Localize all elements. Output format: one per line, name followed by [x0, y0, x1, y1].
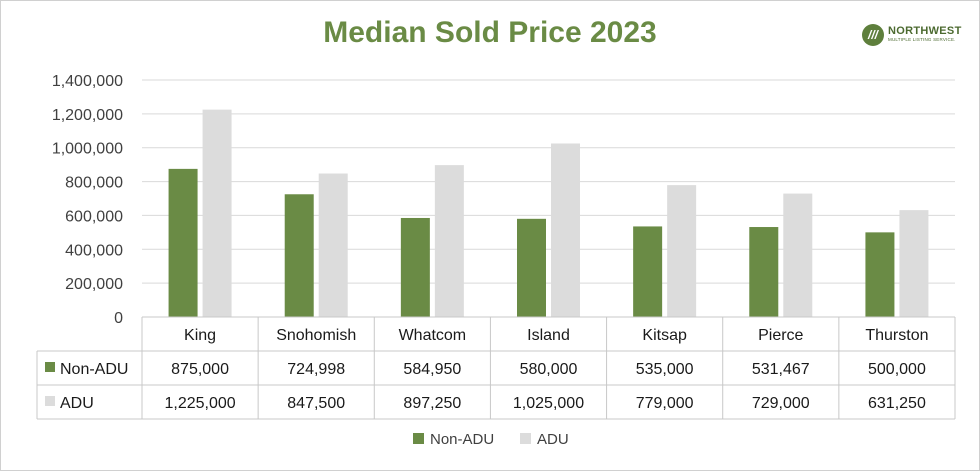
- y-tick-label: 1,400,000: [52, 73, 123, 90]
- y-tick-label: 1,000,000: [52, 141, 123, 158]
- table-legend-key-adu: [45, 396, 55, 406]
- logo-subtitle: MULTIPLE LISTING SERVICE.: [888, 37, 956, 42]
- data-label-adu: 847,500: [287, 395, 345, 412]
- data-label-adu: 631,250: [868, 395, 926, 412]
- y-tick-label: 0: [114, 310, 123, 327]
- bar-nonadu: [633, 226, 663, 317]
- bar-adu: [202, 109, 232, 317]
- y-tick-label: 1,200,000: [52, 107, 123, 124]
- data-label-adu: 729,000: [752, 395, 810, 412]
- data-label-adu: 779,000: [636, 395, 694, 412]
- data-label-adu: 1,025,000: [513, 395, 584, 412]
- bar-adu: [783, 193, 813, 317]
- legend-key-adu: [520, 433, 531, 444]
- nwmls-logo: /// NORTHWEST MULTIPLE LISTING SERVICE.: [862, 24, 972, 46]
- bar-nonadu: [284, 194, 314, 317]
- data-label-nonadu: 531,467: [752, 361, 810, 378]
- category-label: Island: [527, 327, 570, 344]
- table-legend-key-nonadu: [45, 362, 55, 372]
- table-series-name: Non-ADU: [60, 361, 128, 378]
- bar-nonadu: [749, 227, 779, 317]
- category-label: Pierce: [758, 327, 803, 344]
- category-label: Snohomish: [276, 327, 356, 344]
- data-label-nonadu: 535,000: [636, 361, 694, 378]
- category-label: Kitsap: [642, 327, 687, 344]
- y-tick-label: 200,000: [65, 276, 123, 293]
- data-label-nonadu: 580,000: [520, 361, 578, 378]
- legend: Non-ADU ADU: [413, 431, 569, 448]
- category-label: Thurston: [865, 327, 928, 344]
- data-label-adu: 1,225,000: [164, 395, 235, 412]
- category-label: Whatcom: [399, 327, 467, 344]
- bar-adu: [551, 143, 580, 317]
- data-label-adu: 897,250: [403, 395, 461, 412]
- data-label-nonadu: 584,950: [403, 361, 461, 378]
- bar-nonadu: [517, 218, 546, 317]
- bars: [168, 109, 929, 317]
- data-label-nonadu: 875,000: [171, 361, 229, 378]
- bar-adu: [667, 185, 697, 317]
- bar-adu: [318, 173, 348, 317]
- category-label: King: [184, 327, 216, 344]
- data-label-nonadu: 500,000: [868, 361, 926, 378]
- data-label-nonadu: 724,998: [287, 361, 345, 378]
- logo-name: NORTHWEST: [888, 25, 962, 37]
- bar-adu: [434, 165, 464, 317]
- legend-label-adu: ADU: [537, 431, 569, 448]
- chart-title: Median Sold Price 2023: [323, 16, 657, 49]
- bar-nonadu: [865, 232, 895, 317]
- y-tick-label: 800,000: [65, 175, 123, 192]
- y-tick-label: 400,000: [65, 242, 123, 259]
- table-series-name: ADU: [60, 395, 94, 412]
- legend-label-nonadu: Non-ADU: [430, 431, 494, 448]
- gridlines: [142, 79, 955, 284]
- bar-nonadu: [400, 217, 430, 317]
- bar-adu: [899, 210, 929, 317]
- data-table: King Snohomish Whatcom Island Kitsap Pierce Th…: [36, 316, 956, 420]
- logo-mark-icon: ///: [862, 24, 884, 46]
- legend-key-nonadu: [413, 433, 424, 444]
- bar-nonadu: [168, 168, 198, 317]
- y-axis-tick-labels: 0 200,000 400,000 600,000 800,000 1,000,000 1,…: [52, 73, 123, 327]
- y-tick-label: 600,000: [65, 208, 123, 225]
